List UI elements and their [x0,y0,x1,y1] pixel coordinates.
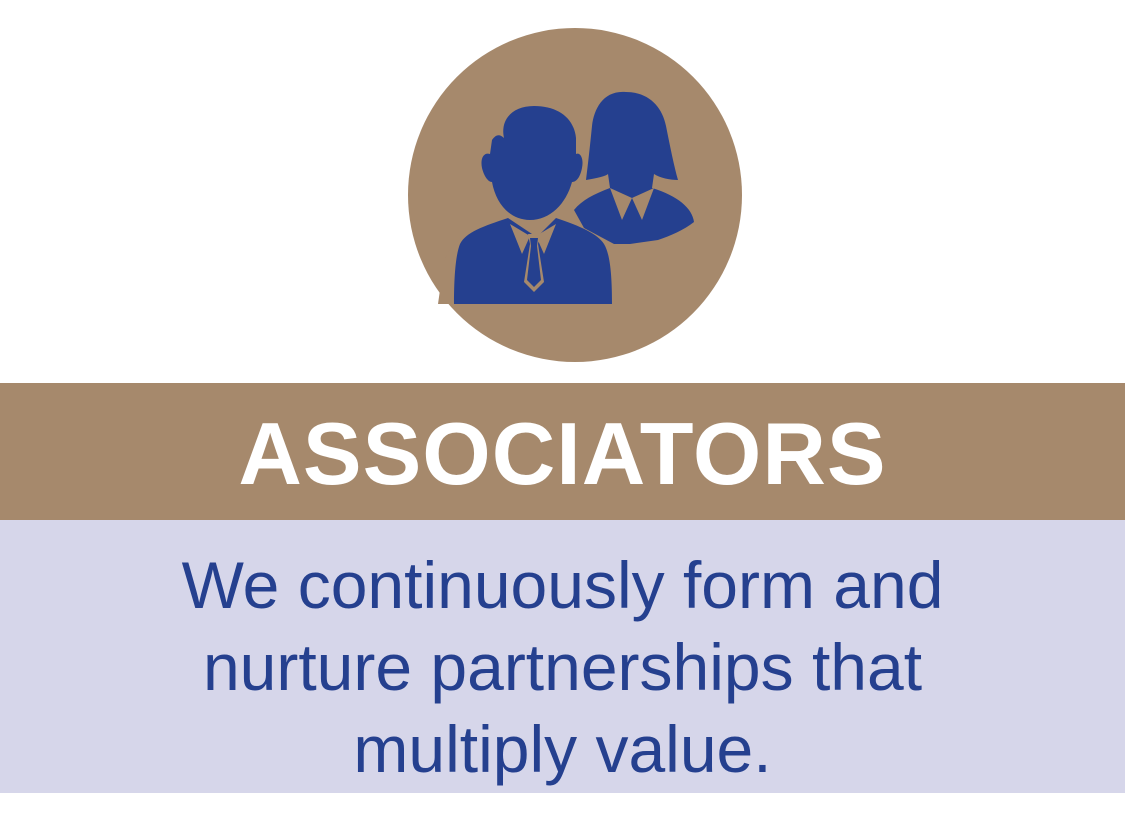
description-line: nurture partnerships that [202,630,923,704]
description-line: We continuously form and [181,548,944,622]
description-text: We continuously form and nurture partner… [0,544,1125,790]
description-band: We continuously form and nurture partner… [0,520,1125,793]
icon-circle [408,28,742,362]
woman-silhouette [574,91,694,244]
title-heading: ASSOCIATORS [238,403,887,503]
people-icon [438,91,694,304]
title-band: ASSOCIATORS [0,383,1125,520]
description-line: multiply value. [353,712,772,786]
